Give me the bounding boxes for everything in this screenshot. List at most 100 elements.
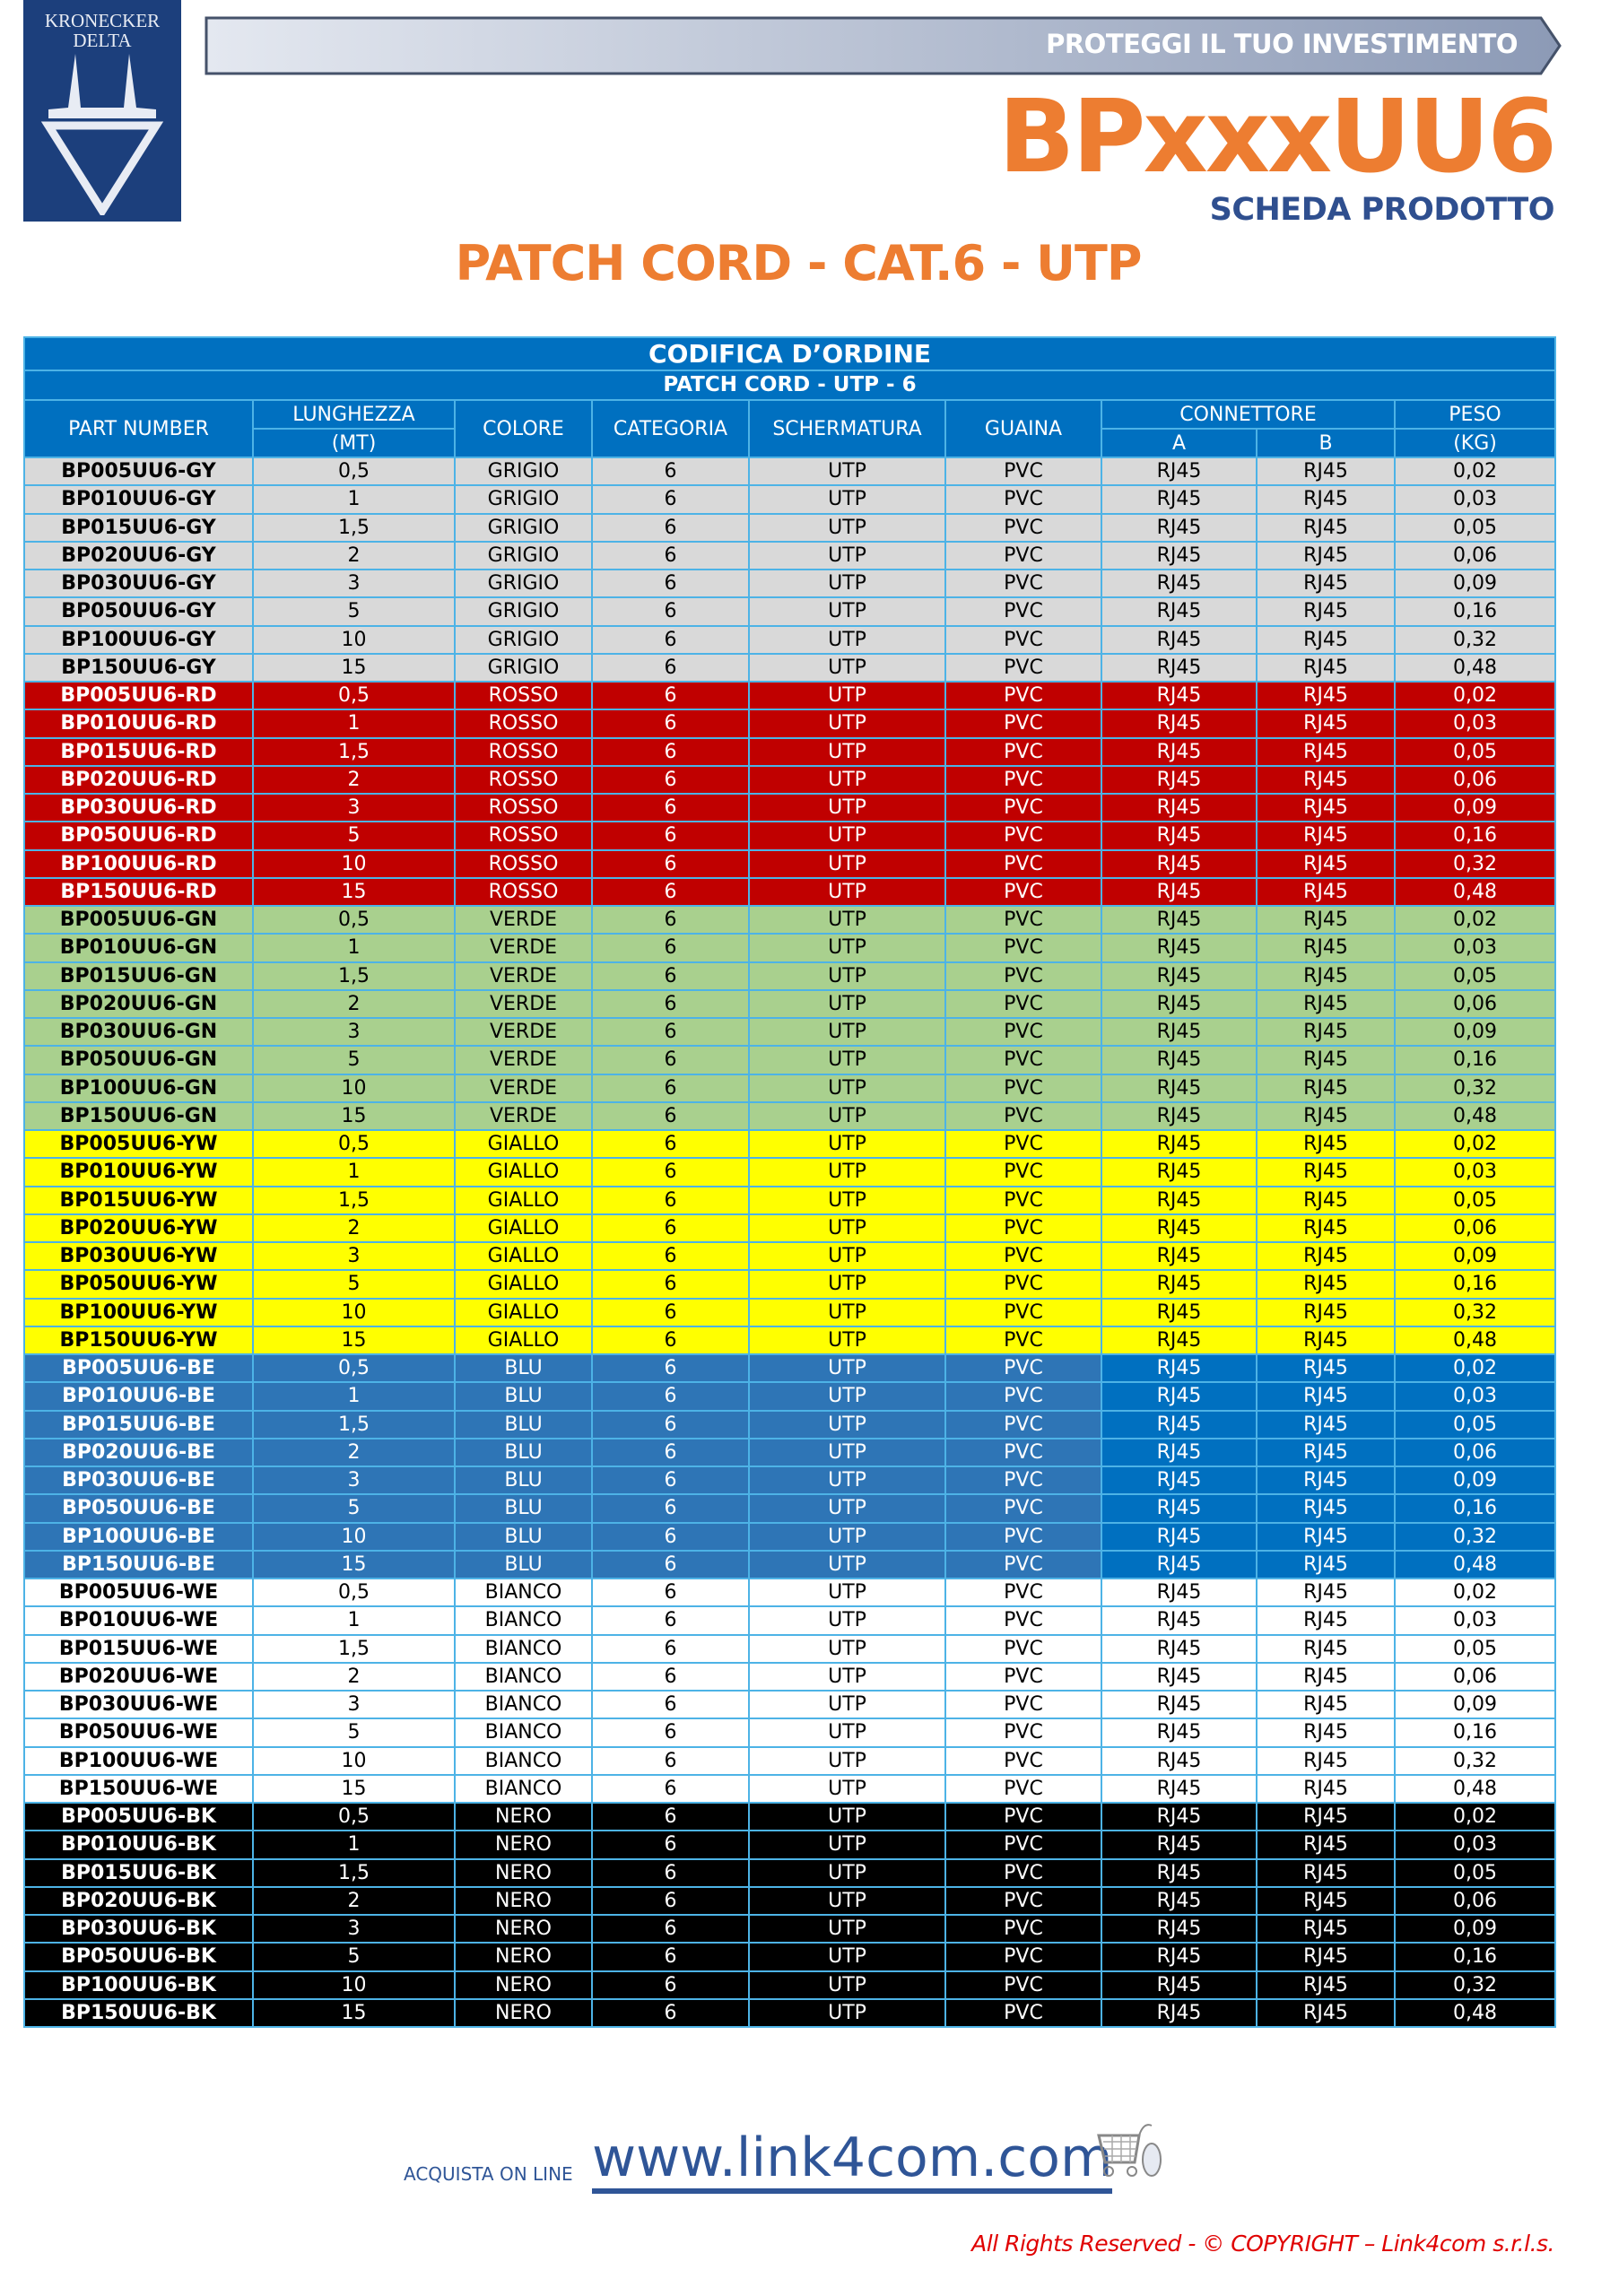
table-row: BP010UU6-RD 1 ROSSO 6 UTP PVC RJ45 RJ45 0,03 — [23, 709, 1557, 739]
cell-colore: VERDE — [454, 933, 593, 963]
table-row: BP150UU6-GN 15 VERDE 6 UTP PVC RJ45 RJ45 0,48 — [23, 1100, 1557, 1132]
cell-guaina: PVC — [944, 1857, 1102, 1888]
cell-colore: GIALLO — [454, 1213, 593, 1244]
cell-connettore-a: RJ45 — [1101, 1633, 1258, 1664]
cell-colore: BIANCO — [454, 1689, 593, 1720]
cell-connettore-a: RJ45 — [1101, 848, 1258, 879]
website-link[interactable]: www.link4com.com — [592, 2127, 1113, 2194]
cell-categoria: 6 — [591, 1100, 750, 1132]
cell-categoria: 6 — [591, 1942, 750, 1972]
cell-lunghezza: 1,5 — [252, 1857, 456, 1888]
cell-connettore-b: RJ45 — [1256, 988, 1396, 1020]
cell-connettore-a: RJ45 — [1101, 652, 1258, 683]
cell-categoria: 6 — [591, 1269, 750, 1300]
cell-connettore-a: RJ45 — [1101, 1352, 1258, 1384]
cell-categoria: 6 — [591, 512, 750, 543]
cell-lunghezza: 2 — [252, 764, 456, 796]
cell-part-number: BP020UU6-RD — [23, 764, 254, 796]
cell-categoria: 6 — [591, 792, 750, 823]
cell-schermatura: UTP — [748, 512, 946, 543]
cell-connettore-b: RJ45 — [1256, 1493, 1396, 1524]
cell-connettore-a: RJ45 — [1101, 1465, 1258, 1496]
table-row: BP010UU6-BE 1 BLU 6 UTP PVC RJ45 RJ45 0,03 — [23, 1381, 1557, 1412]
banner: PROTEGGI IL TUO INVESTIMENTO — [205, 16, 1562, 75]
cell-schermatura: UTP — [748, 1913, 946, 1944]
cell-lunghezza: 2 — [252, 540, 456, 571]
cell-part-number: BP005UU6-YW — [23, 1128, 254, 1160]
cell-schermatura: UTP — [748, 736, 946, 767]
cell-lunghezza: 5 — [252, 596, 456, 627]
cell-schermatura: UTP — [748, 1857, 946, 1888]
cell-colore: ROSSO — [454, 680, 593, 711]
kronecker-delta-icon — [40, 54, 164, 215]
cell-peso: 0,16 — [1393, 1269, 1557, 1300]
cell-part-number: BP100UU6-BK — [23, 1970, 254, 2000]
logo-text-line1: KRONECKER — [44, 10, 161, 31]
cell-peso: 0,48 — [1393, 1773, 1557, 1805]
table-row: BP150UU6-WE 15 BIANCO 6 UTP PVC RJ45 RJ45 0,48 — [23, 1773, 1557, 1805]
cell-schermatura: UTP — [748, 1997, 946, 2029]
cell-guaina: PVC — [944, 848, 1102, 879]
cell-connettore-a: RJ45 — [1101, 792, 1258, 823]
cell-guaina: PVC — [944, 792, 1102, 823]
cell-part-number: BP100UU6-GN — [23, 1073, 254, 1103]
cell-categoria: 6 — [591, 1409, 750, 1439]
cell-lunghezza: 10 — [252, 1970, 456, 2000]
cell-schermatura: UTP — [748, 1100, 946, 1132]
table-row: BP030UU6-RD 3 ROSSO 6 UTP PVC RJ45 RJ45 0,09 — [23, 792, 1557, 823]
cell-part-number: BP010UU6-WE — [23, 1605, 254, 1636]
cell-guaina: PVC — [944, 1240, 1102, 1272]
cell-categoria: 6 — [591, 1437, 750, 1468]
cell-schermatura: UTP — [748, 1016, 946, 1048]
cell-connettore-b: RJ45 — [1256, 1718, 1396, 1748]
cell-lunghezza: 3 — [252, 792, 456, 823]
cell-part-number: BP030UU6-YW — [23, 1240, 254, 1272]
cell-colore: BLU — [454, 1437, 593, 1468]
cell-categoria: 6 — [591, 1970, 750, 2000]
header-connettore-b: B — [1256, 428, 1396, 458]
cell-lunghezza: 1 — [252, 484, 456, 515]
cell-colore: NERO — [454, 1801, 593, 1832]
cell-schermatura: UTP — [748, 1297, 946, 1327]
cell-guaina: PVC — [944, 1128, 1102, 1160]
company-logo: KRONECKER DELTA — [23, 0, 181, 222]
cell-connettore-b: RJ45 — [1256, 1381, 1396, 1412]
cell-peso: 0,03 — [1393, 933, 1557, 963]
table-row: BP150UU6-GY 15 GRIGIO 6 UTP PVC RJ45 RJ45 0,48 — [23, 652, 1557, 683]
cell-connettore-a: RJ45 — [1101, 624, 1258, 655]
cell-colore: NERO — [454, 1830, 593, 1860]
cell-connettore-a: RJ45 — [1101, 1297, 1258, 1327]
cell-part-number: BP150UU6-YW — [23, 1325, 254, 1356]
cell-lunghezza: 1,5 — [252, 1409, 456, 1439]
cell-lunghezza: 15 — [252, 1549, 456, 1580]
cell-categoria: 6 — [591, 1577, 750, 1608]
cell-categoria: 6 — [591, 1913, 750, 1944]
cell-peso: 0,02 — [1393, 1128, 1557, 1160]
cell-guaina: PVC — [944, 680, 1102, 711]
cell-categoria: 6 — [591, 1465, 750, 1496]
cell-connettore-b: RJ45 — [1256, 1100, 1396, 1132]
cell-connettore-b: RJ45 — [1256, 933, 1396, 963]
cell-lunghezza: 0,5 — [252, 1577, 456, 1608]
header-part-number: PART NUMBER — [23, 399, 254, 458]
cell-schermatura: UTP — [748, 876, 946, 908]
cell-lunghezza: 1 — [252, 709, 456, 739]
cell-part-number: BP030UU6-BK — [23, 1913, 254, 1944]
cell-connettore-a: RJ45 — [1101, 512, 1258, 543]
cell-categoria: 6 — [591, 736, 750, 767]
cell-peso: 0,48 — [1393, 1100, 1557, 1132]
cell-connettore-a: RJ45 — [1101, 1830, 1258, 1860]
cell-schermatura: UTP — [748, 1942, 946, 1972]
cell-part-number: BP015UU6-RD — [23, 736, 254, 767]
cell-peso: 0,09 — [1393, 1465, 1557, 1496]
cell-schermatura: UTP — [748, 1577, 946, 1608]
cell-guaina: PVC — [944, 988, 1102, 1020]
cell-categoria: 6 — [591, 1689, 750, 1720]
banner-arrow-shape — [205, 16, 1562, 75]
cell-connettore-b: RJ45 — [1256, 1830, 1396, 1860]
cell-peso: 0,03 — [1393, 1830, 1557, 1860]
banner-text: PROTEGGI IL TUO INVESTIMENTO — [1046, 29, 1518, 59]
cell-part-number: BP050UU6-WE — [23, 1718, 254, 1748]
cell-schermatura: UTP — [748, 1885, 946, 1917]
cell-colore: GRIGIO — [454, 512, 593, 543]
